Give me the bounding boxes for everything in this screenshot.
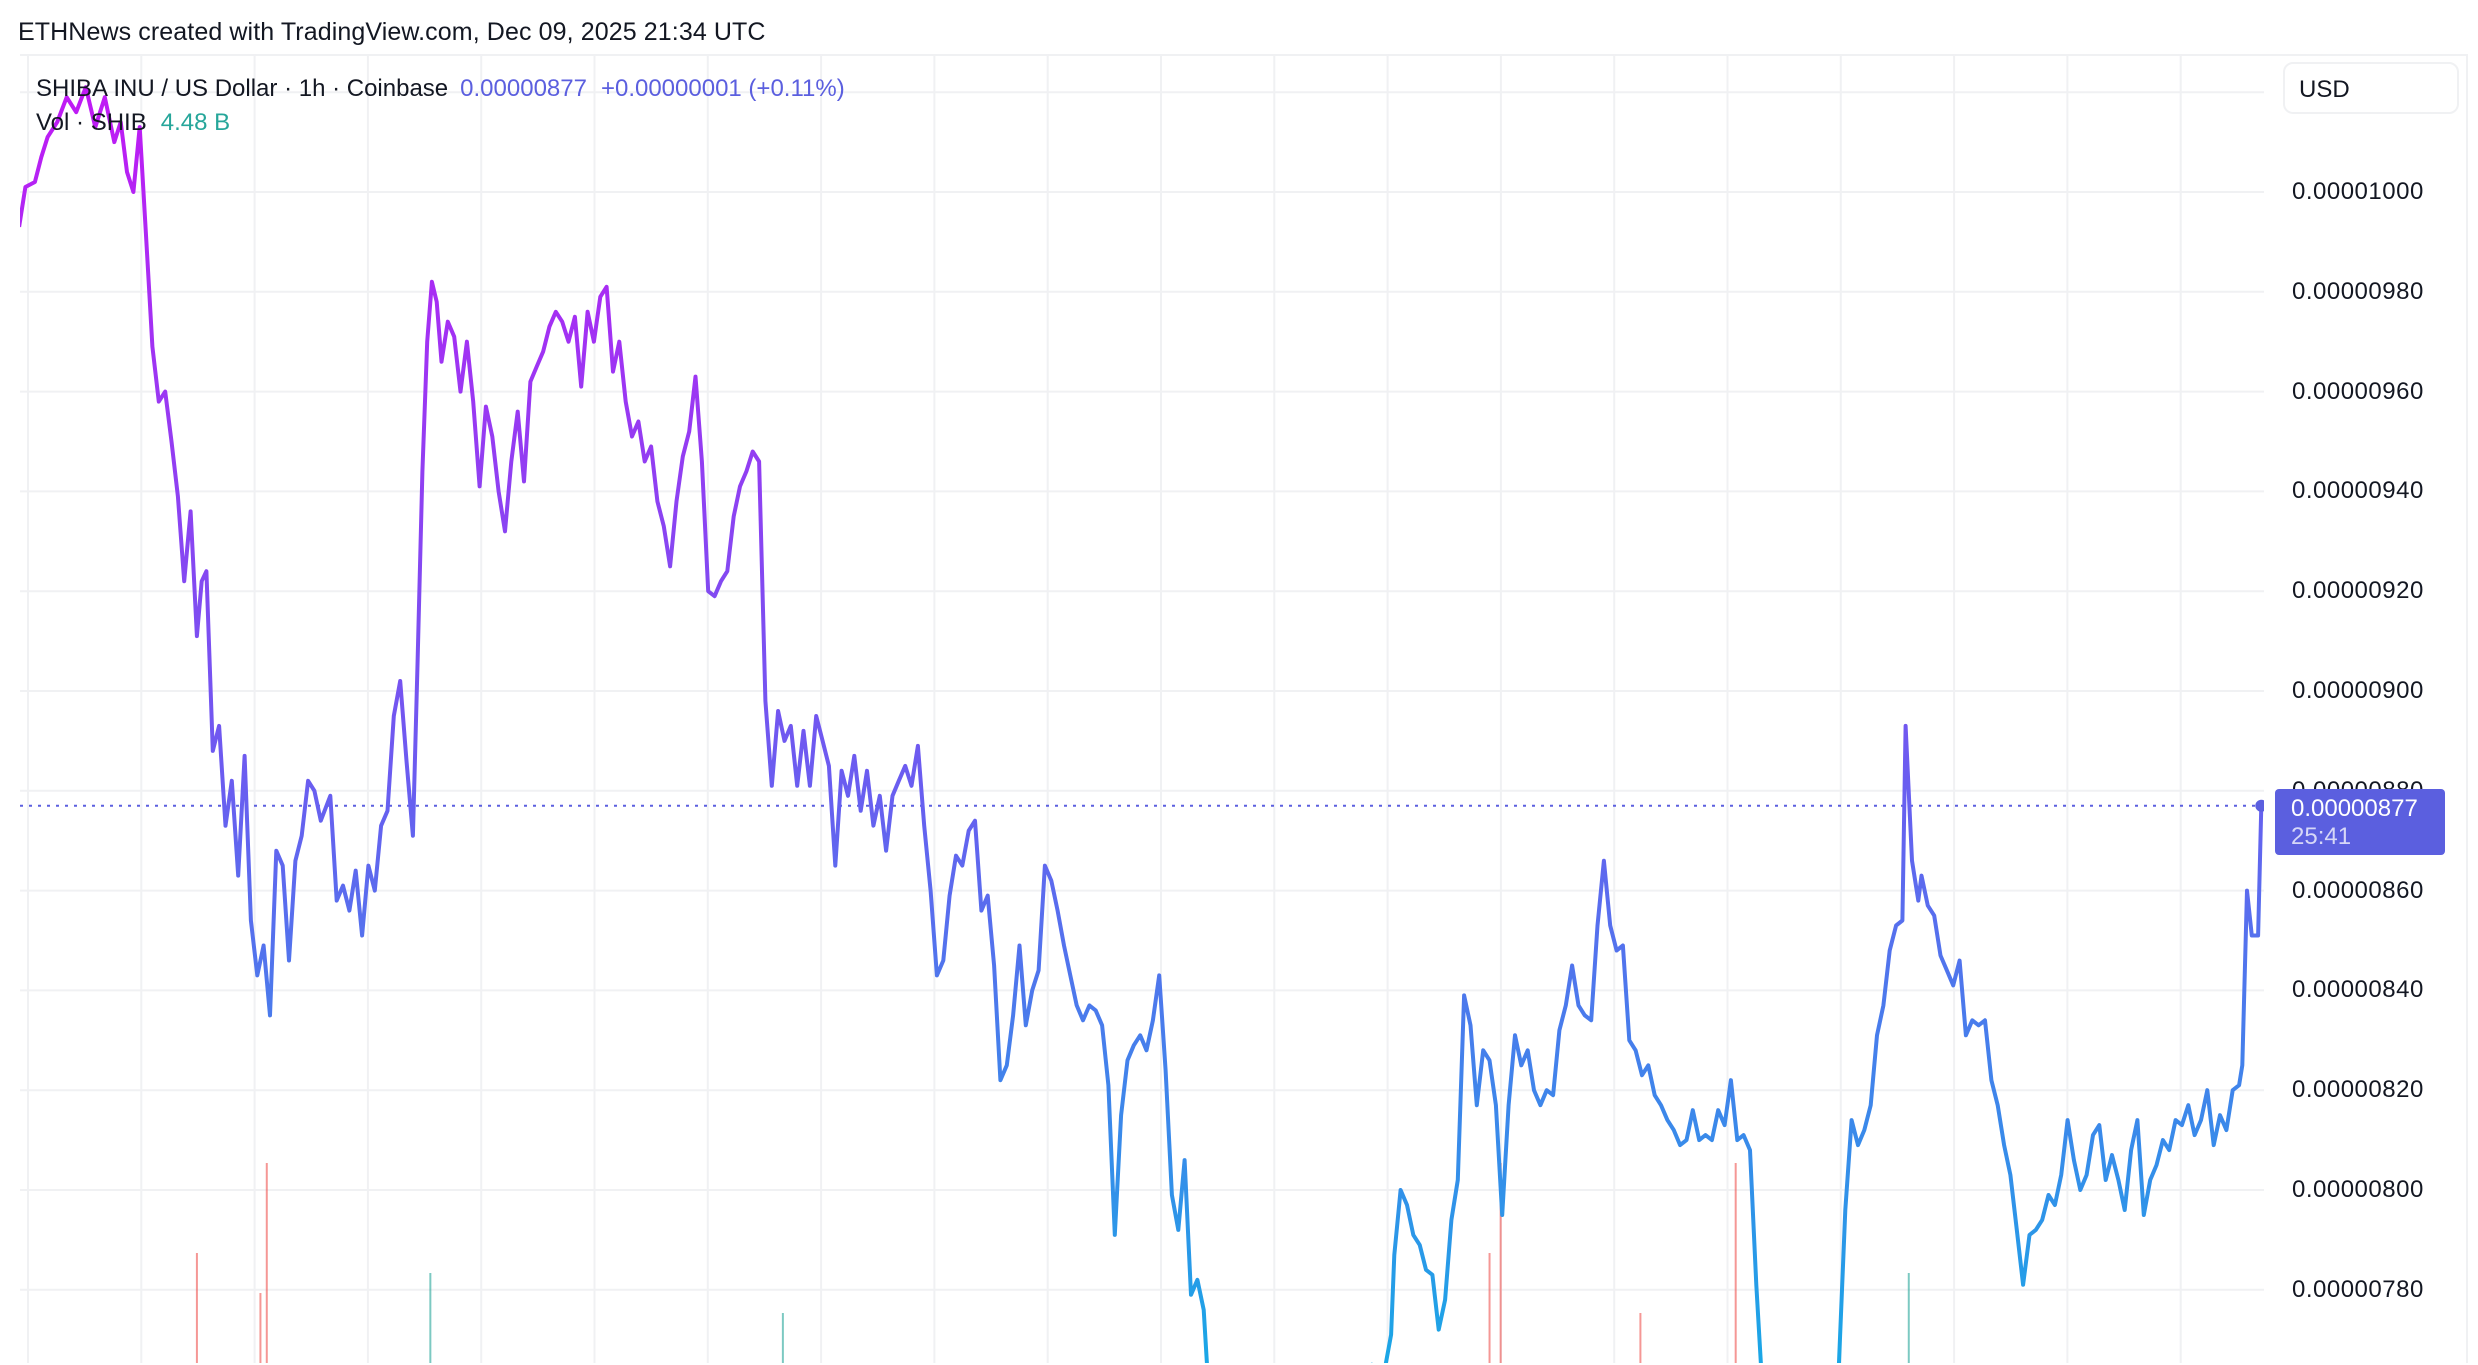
last-price-dot [2255,799,2264,812]
price-axis-tick: 0.00000940 [2292,477,2424,505]
last-price: 0.00000877 [460,75,587,102]
price-line [20,85,2264,1363]
price-change: +0.00000001 (+0.11%) [600,75,845,102]
price-axis-tick: 0.00000860 [2292,876,2424,904]
chart-legend: SHIBA INU / US Dollar · 1h · Coinbase 0.0… [36,72,845,140]
candle-countdown: 25:41 [2291,822,2352,850]
volume-label[interactable]: Vol · SHIB [36,109,147,136]
volume-value: 4.48 B [160,109,231,136]
symbol-row: SHIBA INU / US Dollar · 1h · Coinbase 0.0… [36,72,845,106]
currency-selector[interactable]: USD [2283,62,2459,114]
price-line-chart [20,54,2264,1363]
price-axis-tick: 0.00000840 [2292,976,2424,1004]
symbol-title[interactable]: SHIBA INU / US Dollar · 1h · Coinbase [36,75,449,102]
chart-attribution: ETHNews created with TradingView.com, De… [18,18,766,46]
current-price-value: 0.00000877 [2291,794,2418,822]
price-chart-plot[interactable] [20,54,2264,1363]
chart-grid [20,54,2264,1363]
price-axis-tick: 0.00000800 [2292,1176,2424,1203]
price-axis-tick: 0.00000780 [2292,1275,2424,1303]
chart-frame [20,54,2466,1365]
price-axis-divider [2466,54,2468,1363]
price-axis-tick: 0.00000980 [2292,277,2424,305]
volume-histogram [195,1163,1910,1363]
price-axis-tick: 0.00000920 [2292,577,2424,605]
current-price-tag: 0.00000877 25:41 [2275,788,2445,855]
volume-row: Vol · SHIB 4.48 B [36,106,845,140]
price-axis-tick: 0.00000820 [2292,1076,2424,1104]
price-axis-tick: 0.00000960 [2292,377,2424,405]
price-axis-tick: 0.00001000 [2292,178,2424,205]
price-axis-tick: 0.00000900 [2292,677,2424,704]
